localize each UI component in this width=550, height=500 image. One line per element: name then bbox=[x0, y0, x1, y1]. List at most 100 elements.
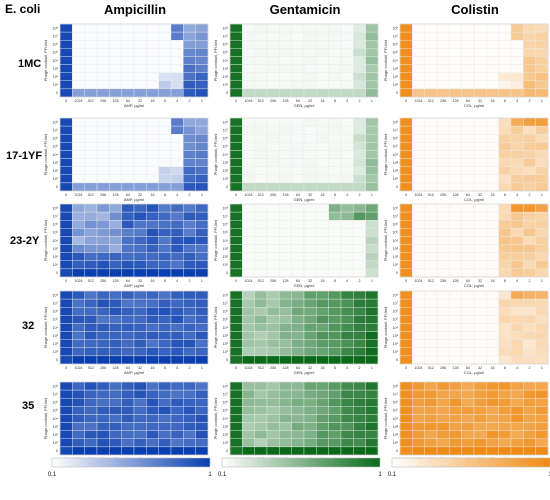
heatmap-cell bbox=[328, 331, 342, 340]
x-axis-label: GEN, µg/ml bbox=[294, 103, 315, 108]
heatmap-cell bbox=[195, 182, 209, 192]
y-tick-label: 10⁷ bbox=[53, 214, 59, 218]
heatmap-cell bbox=[121, 134, 135, 143]
heatmap-cell bbox=[96, 389, 110, 399]
heatmap-cell bbox=[291, 414, 305, 423]
heatmap-cell bbox=[291, 80, 305, 90]
heatmap-cell bbox=[266, 430, 280, 439]
heatmap-cell bbox=[510, 268, 524, 278]
heatmap-cell bbox=[399, 446, 413, 456]
heatmap-cell bbox=[195, 331, 209, 340]
heatmap-cell bbox=[412, 244, 425, 253]
heatmap-cell bbox=[84, 422, 98, 431]
heatmap-cell bbox=[353, 244, 366, 253]
heatmap-cell bbox=[486, 23, 499, 33]
heatmap-cell bbox=[242, 414, 255, 423]
heatmap-cell bbox=[279, 125, 292, 135]
heatmap-cell bbox=[436, 244, 450, 253]
heatmap-cell bbox=[195, 252, 209, 261]
heatmap-cell bbox=[279, 134, 292, 143]
y-tick-label: 10⁴ bbox=[392, 153, 398, 157]
heatmap-cell bbox=[96, 430, 110, 439]
y-tick-label: 10¹ bbox=[223, 441, 229, 445]
heatmap-cell bbox=[412, 182, 425, 192]
heatmap-cell bbox=[266, 307, 280, 316]
heatmap-cell bbox=[242, 252, 255, 261]
x-tick-label: 128 bbox=[283, 366, 289, 370]
heatmap-cell bbox=[353, 355, 366, 365]
heatmap-cell bbox=[291, 220, 305, 229]
heatmap-cell bbox=[229, 220, 243, 229]
heatmap-cell bbox=[158, 166, 172, 175]
heatmap-cell bbox=[121, 422, 135, 431]
y-tick-label: 10³ bbox=[53, 425, 59, 429]
heatmap-cell bbox=[195, 236, 209, 245]
heatmap-cell bbox=[254, 315, 268, 324]
heatmap-cell bbox=[183, 142, 196, 151]
heatmap-cell bbox=[303, 64, 317, 73]
heatmap-cell bbox=[229, 40, 243, 49]
heatmap-cell bbox=[365, 347, 379, 357]
heatmap-cell bbox=[365, 430, 379, 439]
heatmap-cell bbox=[365, 244, 379, 253]
heatmap-cell bbox=[229, 323, 243, 332]
heatmap-cell bbox=[121, 414, 135, 423]
heatmap-cell bbox=[498, 117, 512, 127]
heatmap-cell bbox=[535, 381, 549, 391]
heatmap-cell bbox=[96, 174, 110, 184]
heatmap-cell bbox=[486, 203, 499, 213]
heatmap-cell bbox=[523, 228, 536, 237]
heatmap-cell bbox=[436, 355, 450, 365]
heatmap-cell bbox=[399, 422, 413, 431]
x-tick-label: 2 bbox=[529, 193, 531, 197]
heatmap-cell bbox=[461, 31, 475, 41]
heatmap-cell bbox=[523, 446, 536, 456]
heatmap-cell bbox=[486, 158, 499, 167]
heatmap-cell bbox=[412, 158, 425, 167]
heatmap-cell bbox=[316, 88, 329, 98]
heatmap-cell bbox=[473, 339, 487, 348]
heatmap-cell bbox=[340, 236, 354, 245]
heatmap-cell bbox=[535, 56, 549, 65]
strain-label-32: 32 bbox=[22, 320, 34, 332]
heatmap-cell bbox=[158, 389, 172, 399]
heatmap-cell bbox=[254, 40, 268, 49]
heatmap-cell bbox=[59, 48, 73, 57]
heatmap-cell bbox=[523, 244, 536, 253]
y-tick-label: 0 bbox=[396, 185, 398, 189]
heatmap-cell bbox=[195, 268, 209, 278]
heatmap-cell bbox=[424, 56, 438, 65]
x-tick-label: 32 bbox=[308, 99, 312, 103]
heatmap-cell bbox=[291, 117, 305, 127]
heatmap-cell bbox=[121, 88, 135, 98]
heatmap-cell bbox=[340, 203, 354, 213]
heatmap-cell bbox=[424, 347, 438, 357]
x-tick-label: 8 bbox=[504, 193, 506, 197]
x-tick-label: 1024 bbox=[415, 99, 423, 103]
heatmap-cell bbox=[146, 228, 159, 237]
heatmap-cell bbox=[170, 48, 184, 57]
panel-border bbox=[399, 23, 549, 98]
heatmap-cell bbox=[449, 88, 462, 98]
heatmap-cell bbox=[266, 290, 280, 300]
heatmap-cell bbox=[183, 166, 196, 175]
x-tick-label: 1 bbox=[201, 366, 203, 370]
y-tick-label: 10² bbox=[393, 75, 399, 79]
heatmap-cell bbox=[183, 244, 196, 253]
heatmap-cell bbox=[254, 48, 268, 57]
heatmap-cell bbox=[242, 23, 255, 33]
heatmap-cell bbox=[365, 142, 379, 151]
heatmap-cell bbox=[254, 406, 268, 415]
heatmap-cell bbox=[183, 117, 196, 127]
heatmap-cell bbox=[424, 290, 438, 300]
y-tick-label: 10⁷ bbox=[393, 392, 399, 396]
y-tick-label: 10¹ bbox=[53, 350, 59, 354]
heatmap-cell bbox=[498, 150, 512, 159]
heatmap-cell bbox=[412, 56, 425, 65]
y-tick-label: 10¹ bbox=[393, 263, 399, 267]
heatmap-cell bbox=[96, 236, 110, 245]
heatmap-cell bbox=[109, 125, 122, 135]
heatmap-cell bbox=[72, 72, 85, 81]
y-tick-label: 10³ bbox=[53, 247, 59, 251]
heatmap-cell bbox=[279, 23, 292, 33]
